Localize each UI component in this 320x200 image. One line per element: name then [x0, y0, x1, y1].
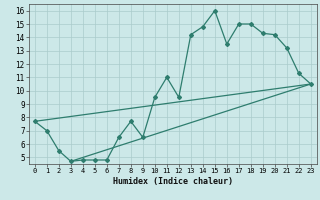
X-axis label: Humidex (Indice chaleur): Humidex (Indice chaleur)	[113, 177, 233, 186]
